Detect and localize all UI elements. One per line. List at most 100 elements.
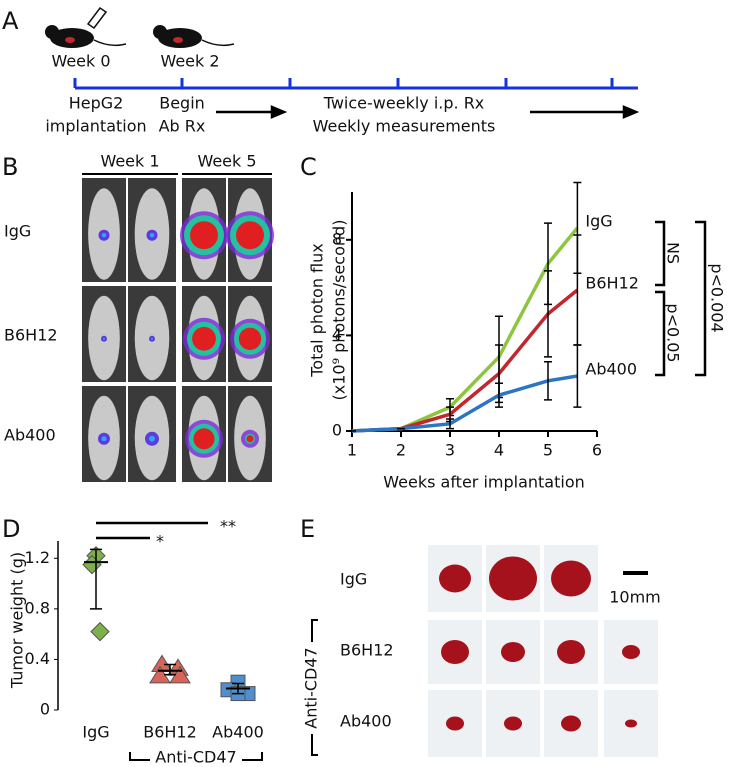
- tumor: [625, 719, 637, 728]
- significance: *: [156, 532, 164, 551]
- scale-label: 10mm: [609, 588, 661, 607]
- panel-label: E: [300, 515, 315, 543]
- significance: p<0.05: [664, 303, 683, 362]
- week-label: Week 0: [51, 52, 110, 71]
- signal: [246, 435, 254, 443]
- x-tick-label: B6H12: [143, 723, 197, 742]
- mouse-icons: [45, 6, 235, 48]
- signal: [190, 221, 218, 250]
- panel-label: D: [2, 515, 20, 543]
- line-chart: 1 2 3 4 5 6 0 4 8 Weeks after implantation Total p…: [308, 181, 639, 492]
- panel-label: C: [300, 153, 317, 181]
- y-tick-label: 4: [332, 325, 342, 344]
- signal: [193, 428, 215, 450]
- row-label: Ab400: [4, 426, 56, 445]
- tumor: [489, 556, 537, 601]
- error-bar: [164, 663, 176, 676]
- signal: [238, 327, 262, 350]
- x-tick-label: 3: [445, 441, 455, 460]
- error-bar: [446, 418, 454, 430]
- x-tick-label: Ab400: [212, 723, 264, 742]
- label-bg: [150, 748, 242, 766]
- timeline-text: Weekly measurements: [313, 117, 496, 136]
- significance: **: [220, 517, 236, 536]
- panel-label: B: [2, 153, 18, 181]
- y-axis-title: Total photon flux: [308, 243, 327, 378]
- y-tick-label: 0: [40, 700, 50, 719]
- y-tick-label: 1.2: [25, 548, 50, 567]
- column-label: Week 1: [100, 152, 159, 171]
- arrows: [216, 105, 640, 119]
- row-label: B6H12: [340, 641, 394, 660]
- signal: [236, 221, 264, 250]
- x-axis-title: Weeks after implantation: [383, 473, 585, 492]
- panel-label: A: [2, 7, 19, 35]
- x-tick-label: 4: [494, 441, 504, 460]
- tumor: [446, 716, 464, 731]
- y-tick-label: 0.8: [25, 598, 50, 617]
- series-label: IgG: [585, 211, 612, 230]
- x-tick-label: 6: [592, 441, 602, 460]
- error-bar: [573, 234, 582, 346]
- tumor-photos: [428, 545, 658, 757]
- tumor: [551, 560, 591, 597]
- tumor: [504, 716, 522, 731]
- error-bar: [544, 360, 552, 401]
- timeline-text: HepG2: [69, 94, 124, 113]
- signal: [149, 232, 155, 238]
- series-label: Ab400: [585, 360, 637, 379]
- line: [351, 288, 579, 433]
- y-tick-label: 8: [332, 229, 342, 248]
- y-axis-title: (x10⁹ photons/second): [330, 220, 349, 401]
- error-bar: [544, 270, 552, 358]
- column-label: Week 5: [197, 152, 256, 171]
- tumor: [561, 715, 581, 732]
- error-bar: [90, 548, 102, 610]
- timeline-text: Ab Rx: [159, 117, 206, 136]
- tumor: [441, 640, 469, 664]
- timeline-text: implantation: [45, 117, 146, 136]
- y-tick-label: 0.4: [25, 649, 50, 668]
- signal: [149, 435, 155, 442]
- signal: [151, 337, 153, 340]
- imaging-photos: [82, 178, 274, 482]
- signal: [103, 337, 105, 340]
- tumor: [439, 564, 471, 593]
- timeline-text: Begin: [159, 94, 205, 113]
- group-label: Anti-CD47: [155, 748, 236, 767]
- error-bar: [573, 344, 582, 408]
- tumor: [622, 645, 640, 659]
- x-tick-label: IgG: [82, 723, 109, 742]
- series-label: B6H12: [585, 273, 639, 292]
- row-label: IgG: [4, 222, 31, 241]
- timeline: [73, 78, 638, 90]
- timeline-text: Twice-weekly i.p. Rx: [323, 94, 485, 113]
- label-bg: [304, 642, 320, 734]
- group-label: Anti-CD47: [302, 647, 321, 728]
- line: [351, 374, 578, 433]
- row-label: Ab400: [340, 712, 392, 731]
- row-label: IgG: [340, 570, 367, 589]
- tumor: [501, 642, 525, 662]
- signal: [101, 436, 107, 442]
- week-label: Week 2: [160, 52, 219, 71]
- x-tick-label: 2: [396, 441, 406, 460]
- y-tick-label: 0: [332, 421, 342, 440]
- row-label: B6H12: [4, 326, 58, 345]
- significance-bars: [96, 521, 208, 540]
- significance: p<0.004: [708, 263, 727, 332]
- brackets: [655, 220, 707, 377]
- x-tick-label: 1: [347, 441, 357, 460]
- y-axis-title: Tumor weight (g): [8, 552, 27, 689]
- x-tick-label: 5: [543, 441, 553, 460]
- signal: [192, 326, 216, 351]
- error-bar: [495, 382, 503, 408]
- point: [90, 621, 110, 642]
- point: [151, 654, 173, 672]
- significance: NS: [664, 242, 683, 264]
- tumor: [557, 640, 585, 664]
- signal: [101, 232, 107, 238]
